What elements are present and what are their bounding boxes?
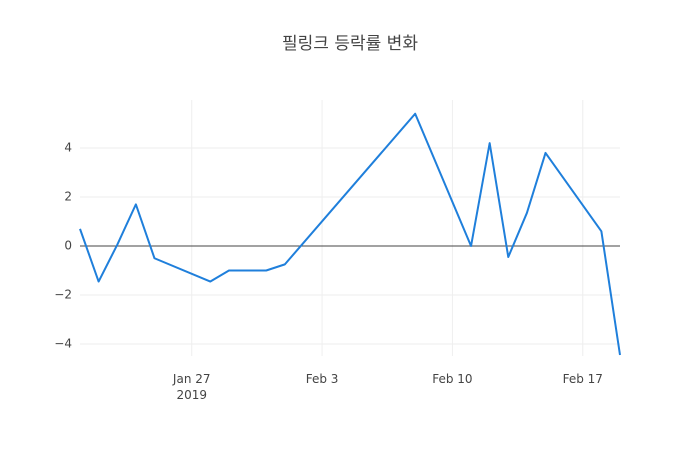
x-tick-label: Feb 3 — [306, 372, 339, 386]
y-tick-label: −2 — [54, 288, 72, 302]
line-series — [79, 112, 621, 356]
grid — [80, 100, 620, 356]
y-tick-label: −4 — [54, 336, 72, 350]
chart-title: 필링크 등락률 변화 — [282, 34, 418, 54]
y-tick-label: 4 — [64, 141, 72, 155]
x-tick-label: Jan 27 2019 — [172, 372, 211, 402]
x-tick-label: Feb 10 — [432, 372, 472, 386]
y-tick-label: 2 — [64, 190, 72, 204]
y-tick-label: 0 — [64, 239, 72, 253]
x-tick-label: Feb 17 — [563, 372, 603, 386]
plot-area — [79, 112, 621, 356]
